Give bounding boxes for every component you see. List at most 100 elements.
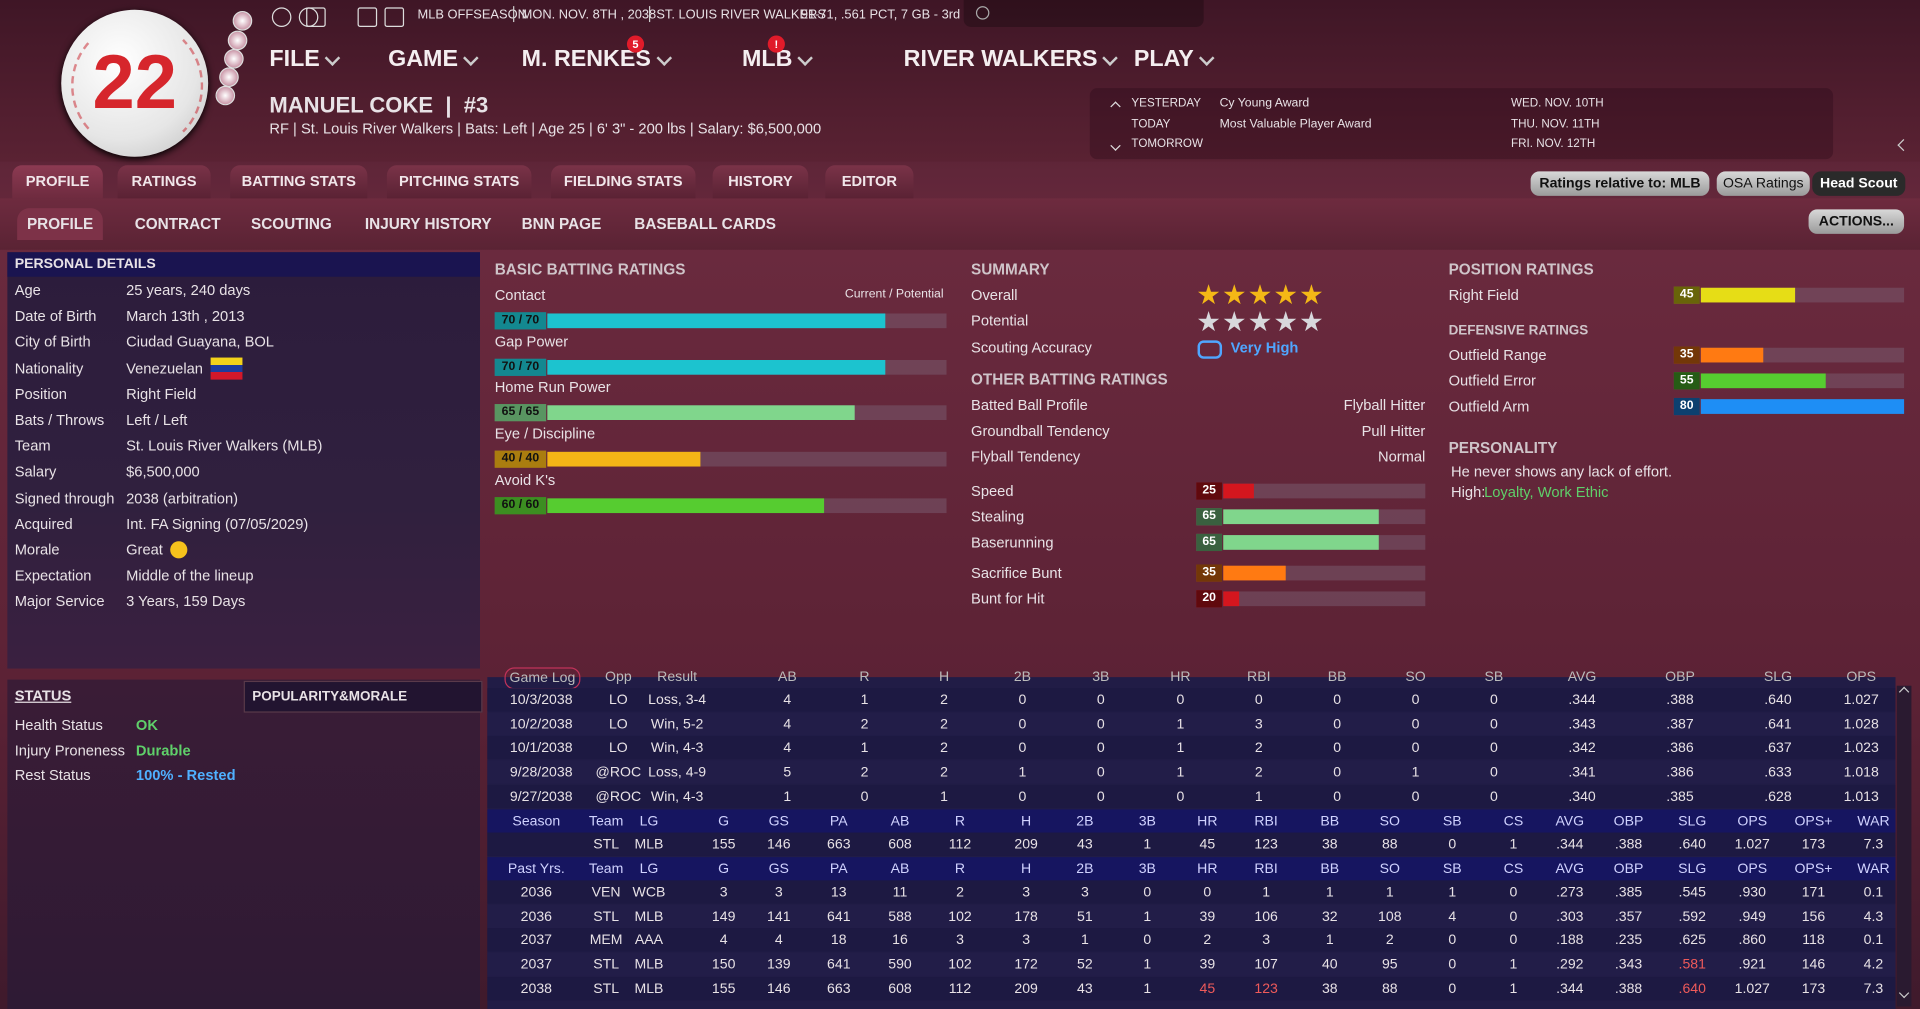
table-cell: 1 <box>1018 765 1027 781</box>
table-cell: .341 <box>1568 765 1596 781</box>
menu-item[interactable]: MLB <box>742 46 793 73</box>
detail-label: Salary <box>14 463 57 481</box>
cal-date: FRI. NOV. 12TH <box>1511 137 1596 151</box>
sub-tab[interactable]: INJURY HISTORY <box>364 215 492 233</box>
col-header: HR <box>1170 669 1191 685</box>
rating-value: 20 <box>1196 590 1223 608</box>
menu-item[interactable]: GAME <box>388 46 458 73</box>
status-tab[interactable]: POPULARITY&MORALE <box>243 680 483 713</box>
table-cell: 43 <box>1077 837 1093 853</box>
menu-item[interactable]: M. RENKES <box>521 46 651 73</box>
col-header: OPS+ <box>1794 862 1833 877</box>
main-tab[interactable]: RATINGS <box>117 165 211 199</box>
rating-label: Home Run Power <box>494 378 611 396</box>
table-cell: Win, 4-3 <box>650 741 704 756</box>
search-box[interactable] <box>963 0 1204 27</box>
table-cell: .385 <box>1666 789 1694 805</box>
table-cell: 95 <box>1381 957 1398 973</box>
star <box>1223 311 1245 332</box>
table-cell: 0 <box>1018 693 1027 708</box>
morale-icon <box>170 541 188 559</box>
table-row <box>487 880 1896 904</box>
player-info: RF | St. Louis River Walkers | Bats: Lef… <box>269 120 822 138</box>
table-cell: 1 <box>1254 789 1263 805</box>
table-cell: 663 <box>827 837 851 853</box>
award-icon <box>224 48 244 69</box>
status-title[interactable]: STATUS <box>14 686 72 705</box>
detail-value: St. Louis River Walkers (MLB) <box>126 437 323 455</box>
osa-button[interactable]: OSA Ratings <box>1716 171 1810 196</box>
table-row <box>487 688 1896 712</box>
main-tab[interactable]: PITCHING STATS <box>386 165 532 199</box>
table-cell: 0 <box>1096 741 1105 756</box>
ball-seam <box>71 19 204 152</box>
nav-home[interactable] <box>384 7 405 27</box>
table-cell: STL <box>593 981 620 997</box>
table-cell: 43 <box>1077 981 1093 997</box>
rating-value: 55 <box>1673 372 1700 390</box>
table-cell: 641 <box>827 957 851 973</box>
table-cell: 150 <box>711 957 736 973</box>
col-header: HR <box>1197 862 1218 877</box>
table-cell: .303 <box>1556 909 1584 925</box>
star <box>1300 284 1323 305</box>
table-cell: 10/2/2038 <box>509 717 573 732</box>
table-cell: 146 <box>1801 957 1826 973</box>
table-cell: .273 <box>1556 885 1584 900</box>
table-row <box>487 784 1896 808</box>
col-header: H <box>938 669 950 685</box>
table-cell: MLB <box>634 957 664 973</box>
main-tab[interactable]: FIELDING STATS <box>551 165 696 199</box>
nav-favorite[interactable] <box>357 7 378 27</box>
sub-tab[interactable]: CONTRACT <box>134 215 221 233</box>
table-cell: 88 <box>1381 837 1398 853</box>
table-cell: 0 <box>1203 885 1212 900</box>
table-cell: 0 <box>1509 885 1518 900</box>
sub-tab[interactable]: SCOUTING <box>251 215 332 233</box>
sub-tab[interactable]: BASEBALL CARDS <box>634 215 777 233</box>
table-cell: .344 <box>1568 693 1596 708</box>
table-cell: 0 <box>1018 789 1027 805</box>
menu-item[interactable]: PLAY <box>1133 46 1194 73</box>
table-cell: .387 <box>1666 717 1694 732</box>
nav-back[interactable] <box>271 7 292 27</box>
rating-bar <box>1223 509 1379 525</box>
col-header: GS <box>768 814 789 829</box>
main-tab[interactable]: EDITOR <box>825 165 914 199</box>
table-cell: 139 <box>767 957 791 973</box>
table-cell: 608 <box>888 837 912 853</box>
table-cell: 1.027 <box>1734 837 1770 853</box>
sub-tab[interactable]: PROFILE <box>17 208 104 240</box>
table-cell: .235 <box>1614 933 1643 949</box>
cal-date: THU. NOV. 11TH <box>1511 116 1600 131</box>
details-title: PERSONAL DETAILS <box>14 257 156 272</box>
table-cell: @ROC <box>595 765 642 781</box>
main-tab[interactable]: BATTING STATS <box>230 165 368 199</box>
menu-item[interactable]: FILE <box>269 46 320 73</box>
relative-button[interactable]: Ratings relative to: MLB <box>1530 171 1710 196</box>
main-tab[interactable]: HISTORY <box>712 165 809 199</box>
actions-button[interactable]: ACTIONS... <box>1808 209 1905 234</box>
col-header: 2B <box>1076 862 1094 877</box>
table-cell: .292 <box>1556 957 1584 973</box>
table-cell: 1 <box>1176 741 1185 756</box>
other-value: Pull Hitter <box>1361 422 1426 440</box>
rating-label: Stealing <box>971 508 1025 526</box>
status-value: Durable <box>135 741 191 759</box>
table-cell: 0.1 <box>1863 933 1884 949</box>
detail-label: City of Birth <box>14 333 91 351</box>
sub-tab[interactable]: BNN PAGE <box>521 215 602 233</box>
nav-page[interactable] <box>306 7 326 27</box>
section-title: SUMMARY <box>971 260 1050 278</box>
other-label: Batted Ball Profile <box>971 396 1088 414</box>
table-cell: 0 <box>1096 789 1105 805</box>
menu-item[interactable]: RIVER WALKERS <box>903 46 1098 73</box>
scout-button[interactable]: Head Scout <box>1812 171 1906 196</box>
bar-legend: Current / Potential <box>844 287 944 302</box>
detail-value: Right Field <box>126 385 197 403</box>
table-row <box>487 952 1896 977</box>
main-tab[interactable]: PROFILE <box>12 165 103 199</box>
star <box>1275 284 1297 305</box>
rating-bar <box>1700 373 1826 389</box>
other-label: Flyball Tendency <box>971 448 1081 466</box>
